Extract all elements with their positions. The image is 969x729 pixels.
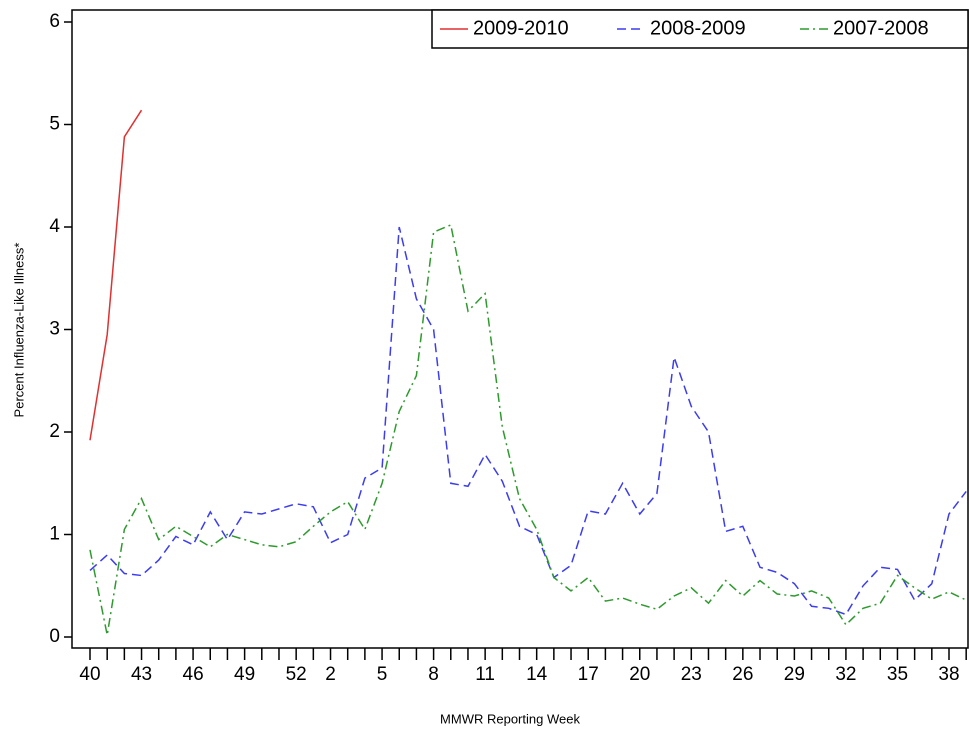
x-tick-label: 20 [629,664,650,685]
x-tick-label: 29 [784,664,805,685]
legend-label: 2009-2010 [473,17,569,39]
y-tick-label: 4 [49,216,60,237]
x-tick-label: 35 [887,664,908,685]
x-tick-label: 8 [428,664,439,685]
x-tick-label: 46 [183,664,204,685]
x-axis-title: MMWR Reporting Week [440,711,580,726]
y-tick-label: 6 [49,11,60,32]
x-tick-label: 32 [835,664,856,685]
x-tick-label: 11 [475,664,495,685]
y-tick-label: 0 [49,626,60,647]
y-axis-title: Percent Influenza-Like Illness* [11,243,26,418]
y-tick-label: 2 [49,421,60,442]
legend-label: 2007-2008 [833,17,929,39]
x-tick-label: 14 [526,664,548,685]
y-tick-label: 5 [49,114,60,135]
x-tick-label: 43 [131,664,152,685]
x-tick-label: 2 [325,664,336,685]
x-tick-label: 52 [286,664,307,685]
y-tick-label: 1 [49,524,60,545]
series-line [89,226,967,616]
x-tick-label: 26 [732,664,753,685]
x-tick-label: 49 [234,664,255,685]
plot-frame [71,9,969,649]
series-line [89,109,143,441]
x-tick-label: 23 [681,664,702,685]
legend-box [431,9,969,49]
legend-label: 2008-2009 [650,17,746,39]
x-tick-label: 5 [377,664,388,685]
x-tick-label: 40 [79,664,100,685]
series-line [89,223,967,636]
x-tick-label: 38 [938,664,959,685]
y-tick-label: 3 [49,319,60,340]
x-tick-label: 17 [578,664,599,685]
